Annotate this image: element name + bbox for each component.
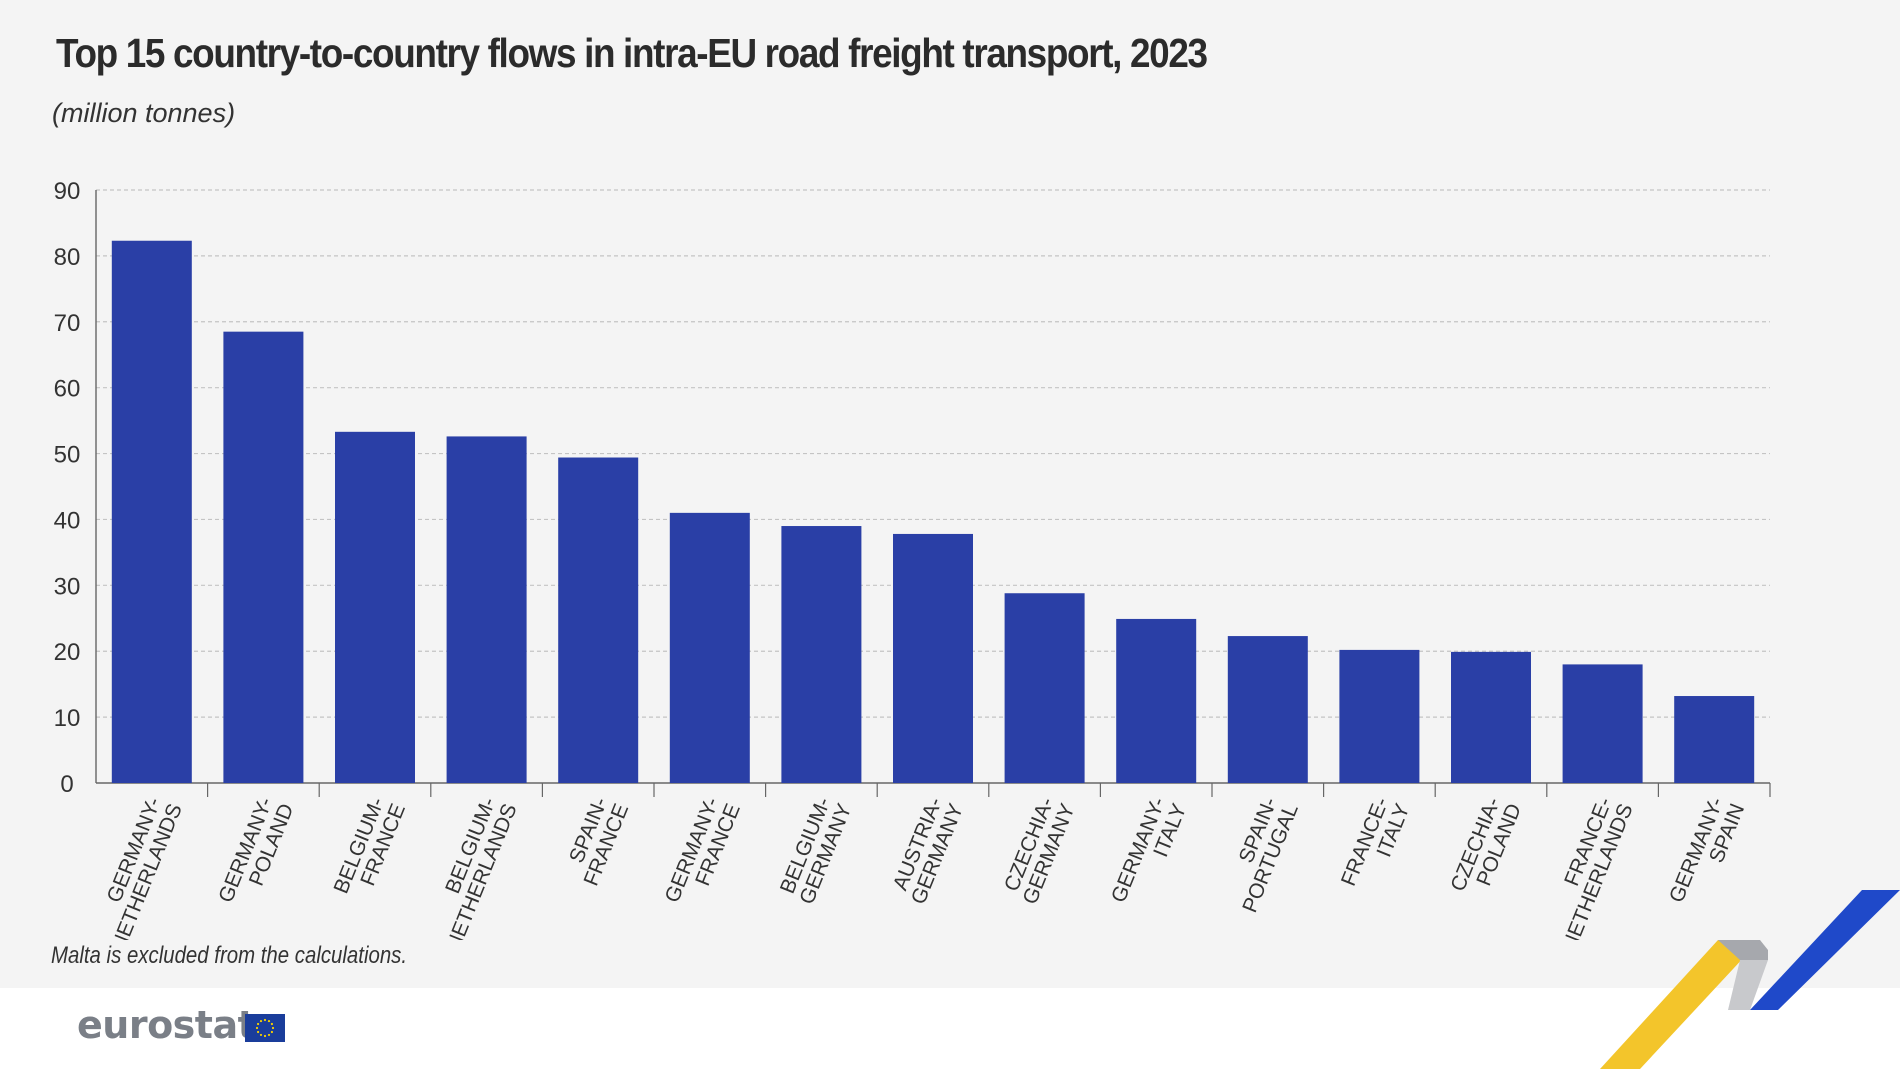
y-tick-label: 10	[54, 705, 81, 732]
ribbon-grey	[1718, 940, 1768, 960]
x-tick-label: GERMANY-FRANCE	[661, 792, 745, 914]
chart-title: Top 15 country-to-country flows in intra…	[56, 30, 1208, 76]
flag-star	[256, 1030, 260, 1034]
y-tick-label: 60	[54, 376, 81, 403]
y-tick-label: 0	[60, 771, 73, 798]
y-tick-label: 90	[54, 178, 81, 205]
bar	[558, 457, 639, 783]
flag-star	[263, 1034, 267, 1038]
bar	[1674, 696, 1755, 783]
flag-star	[263, 1018, 267, 1022]
ribbon-grey-shade	[1728, 960, 1768, 1010]
x-tick-label: SPAIN-FRANCE	[559, 792, 633, 889]
x-tick-label: GERMANY-ITALY	[1107, 792, 1191, 914]
bar	[446, 436, 527, 783]
x-tick-label: BELGIUM-NETHERLANDS	[421, 792, 521, 940]
y-tick-label: 80	[54, 244, 81, 271]
bar	[1451, 651, 1531, 783]
x-tick-label: FRANCE-ITALY	[1337, 792, 1414, 897]
x-tick-label: AUSTRIA-GERMANY	[887, 792, 969, 907]
bar	[1227, 636, 1308, 783]
footnote: Malta is excluded from the calculations.	[51, 942, 408, 969]
flag-star	[255, 1026, 259, 1030]
y-tick-label: 70	[54, 310, 81, 337]
y-tick-label: 30	[54, 573, 81, 600]
bar	[1004, 593, 1085, 783]
y-tick-label: 40	[54, 507, 81, 534]
flag-star	[256, 1022, 260, 1026]
x-tick-label: GERMANY-NETHERLANDS	[87, 792, 187, 940]
bar	[111, 240, 192, 784]
flag-field	[245, 1014, 285, 1042]
chart-unit-label: (million tonnes)	[52, 98, 236, 128]
eurostat-ribbon-decoration	[1600, 890, 1900, 1069]
flag-star	[270, 1030, 274, 1034]
x-tick-label: CZECHIA-POLAND	[1446, 792, 1526, 903]
flag-star	[270, 1022, 274, 1026]
flag-star	[259, 1033, 263, 1037]
bar	[893, 533, 973, 783]
x-tick-label: CZECHIA-GERMANY	[998, 792, 1080, 907]
bar	[1116, 618, 1197, 783]
bar	[335, 431, 415, 783]
flag-star	[267, 1033, 271, 1037]
bar	[781, 526, 862, 783]
flag-star	[271, 1026, 275, 1030]
ribbon-yellow	[1600, 940, 1760, 1069]
chart-panel	[0, 0, 1900, 988]
bar	[223, 331, 304, 783]
x-tick-label: BELGIUM-GERMANY	[775, 792, 857, 907]
y-tick-label: 20	[54, 639, 81, 666]
bar	[1339, 649, 1420, 783]
bar	[1562, 664, 1643, 783]
y-tick-label: 50	[54, 442, 81, 469]
flag-star	[267, 1019, 271, 1023]
bar-chart: 0 10 20 30 40 50 60 70 80 90 GERMANY-NETHERLANDS GE…	[54, 178, 1771, 940]
bar	[669, 512, 750, 783]
x-tick-label: SPAIN-PORTUGAL	[1218, 792, 1303, 916]
eu-flag-icon	[245, 1014, 285, 1042]
flag-star	[259, 1019, 263, 1023]
x-tick-label: GERMANY-POLAND	[214, 792, 298, 914]
ribbon-blue	[1750, 890, 1900, 1010]
x-tick-label: BELGIUM-FRANCE	[330, 792, 411, 905]
eurostat-logo[interactable]: eurostat	[77, 1003, 256, 1047]
